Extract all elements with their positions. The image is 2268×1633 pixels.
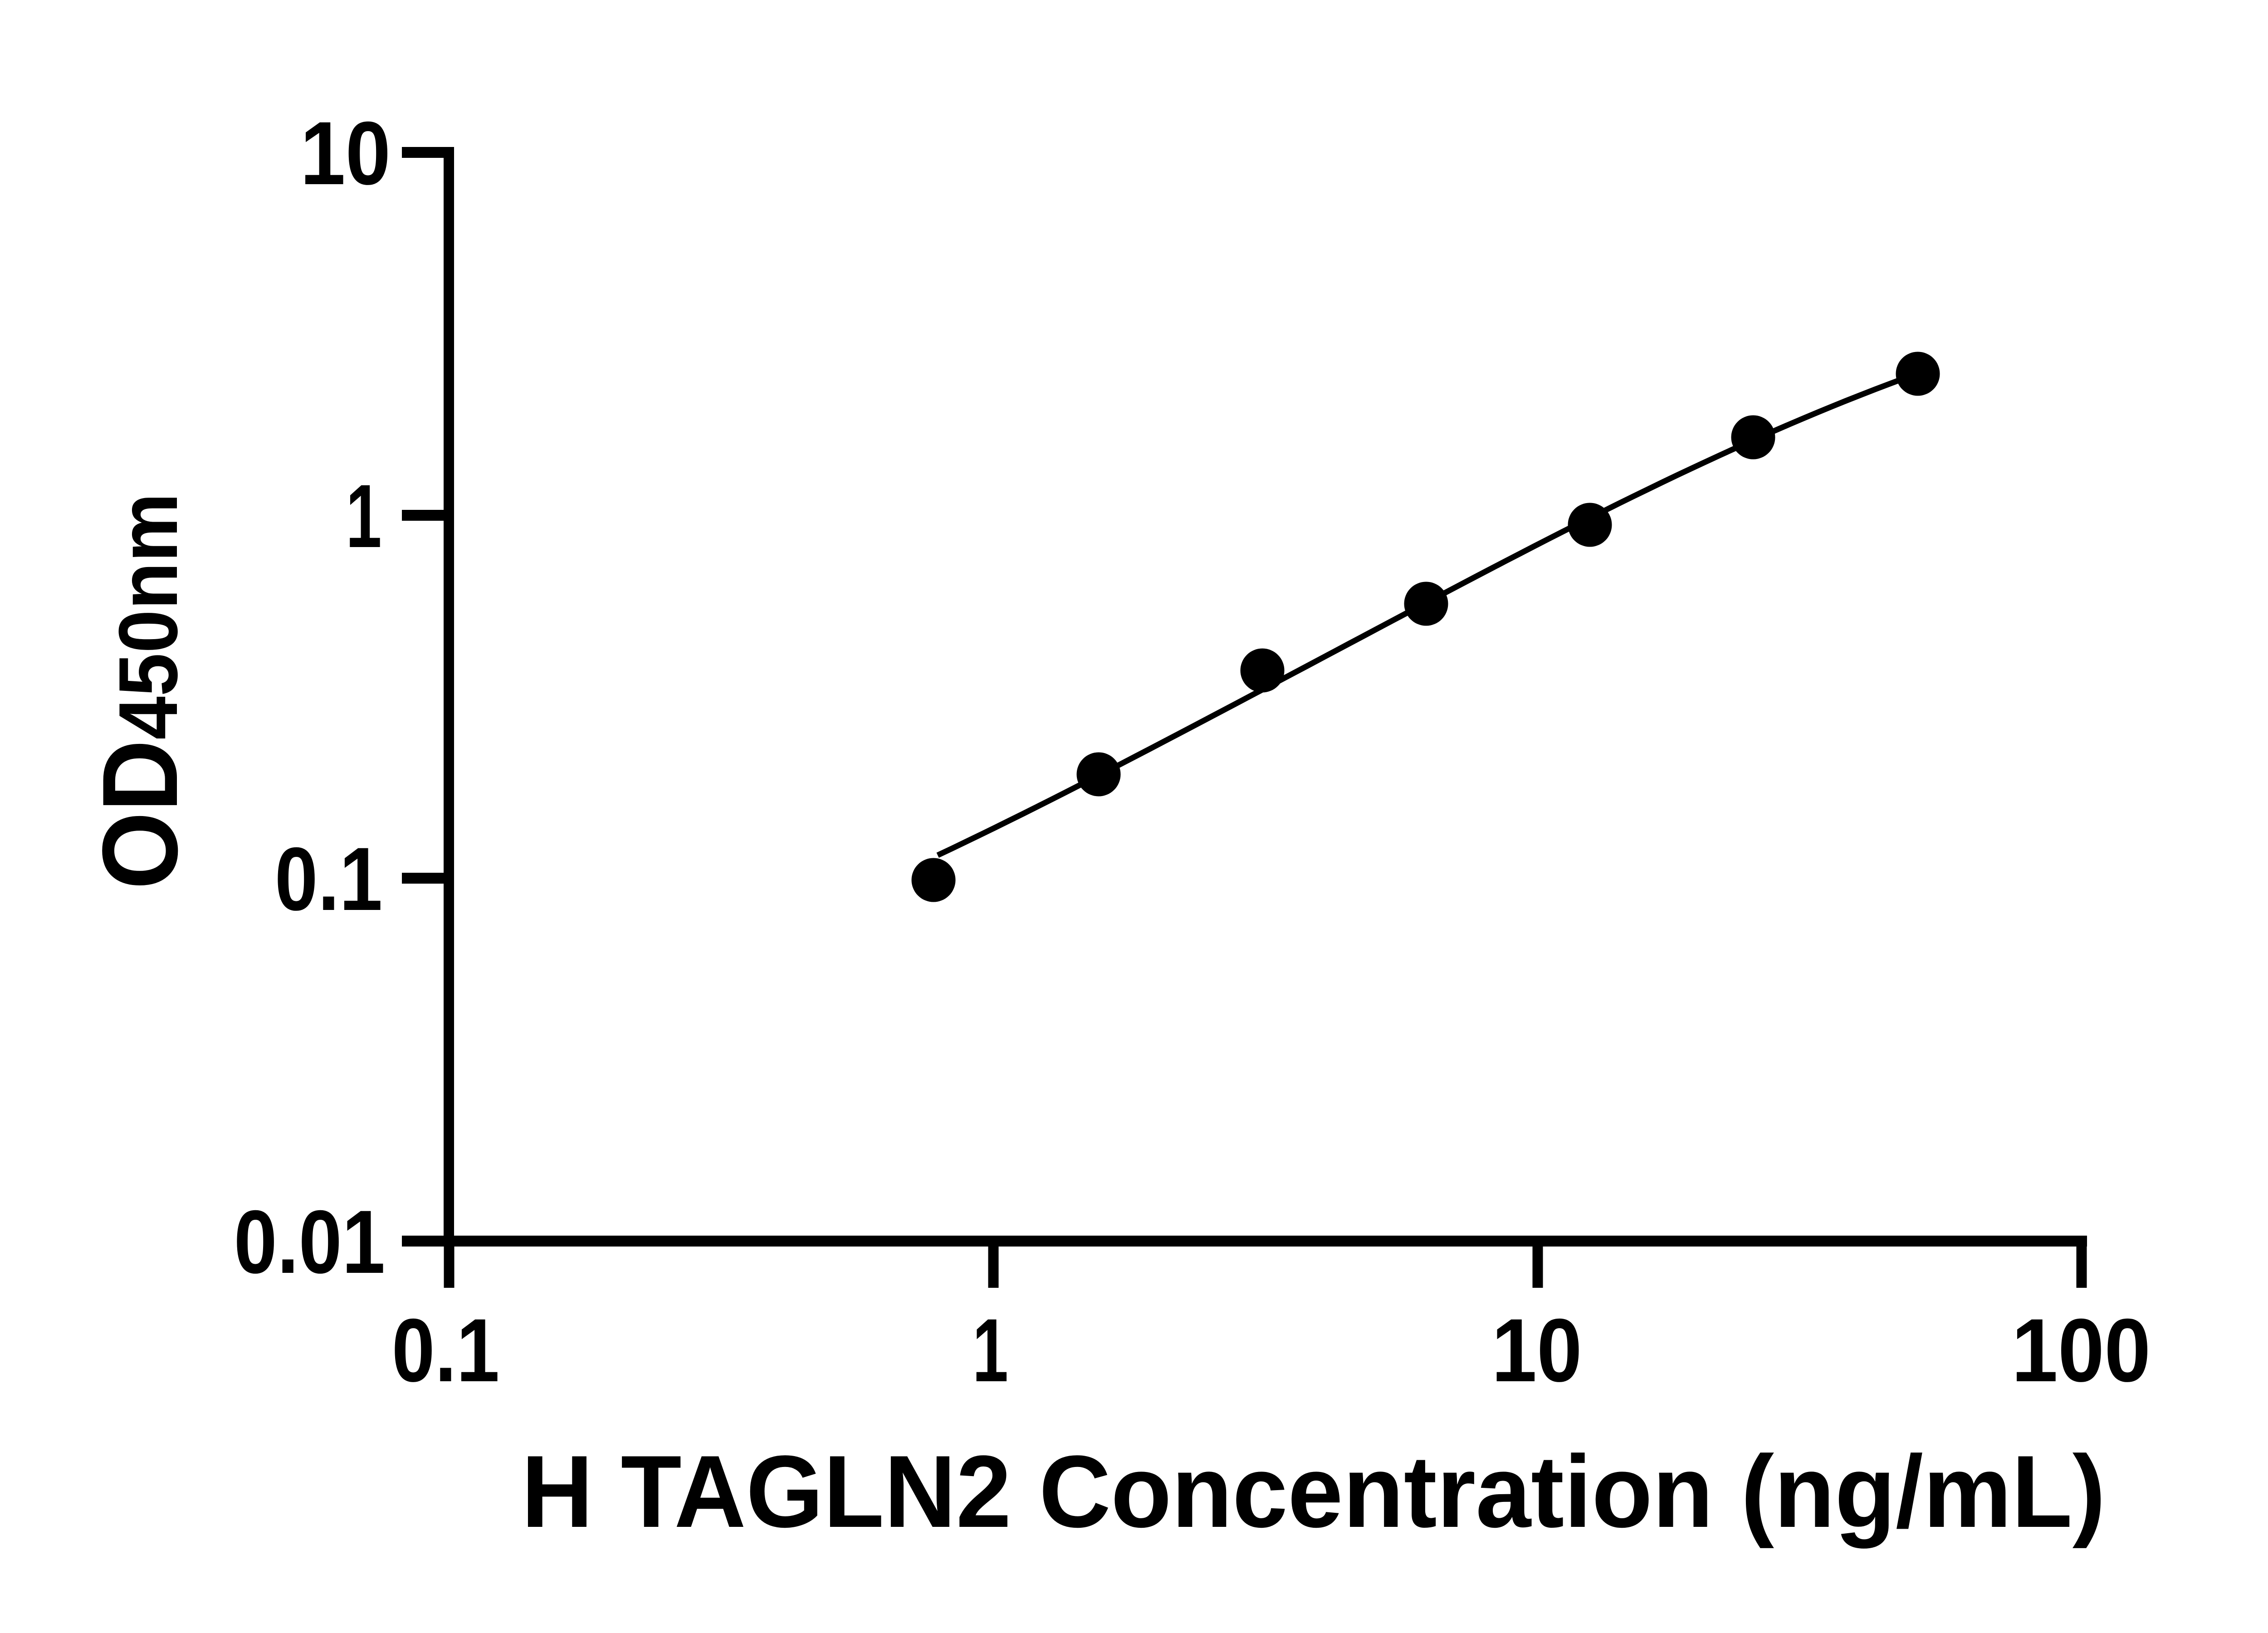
- svg-text:1: 1: [973, 1300, 1008, 1400]
- svg-text:OD450nm: OD450nm: [80, 493, 200, 890]
- svg-text:0.01: 0.01: [234, 1192, 386, 1292]
- svg-text:H TAGLN2 Concentration (ng/mL): H TAGLN2 Concentration (ng/mL): [521, 1434, 2106, 1549]
- svg-text:1: 1: [346, 466, 381, 566]
- svg-text:10: 10: [300, 103, 391, 203]
- svg-text:100: 100: [2012, 1300, 2151, 1400]
- svg-text:10: 10: [1491, 1300, 1582, 1400]
- svg-text:0.1: 0.1: [275, 829, 383, 929]
- svg-text:0.1: 0.1: [392, 1300, 500, 1400]
